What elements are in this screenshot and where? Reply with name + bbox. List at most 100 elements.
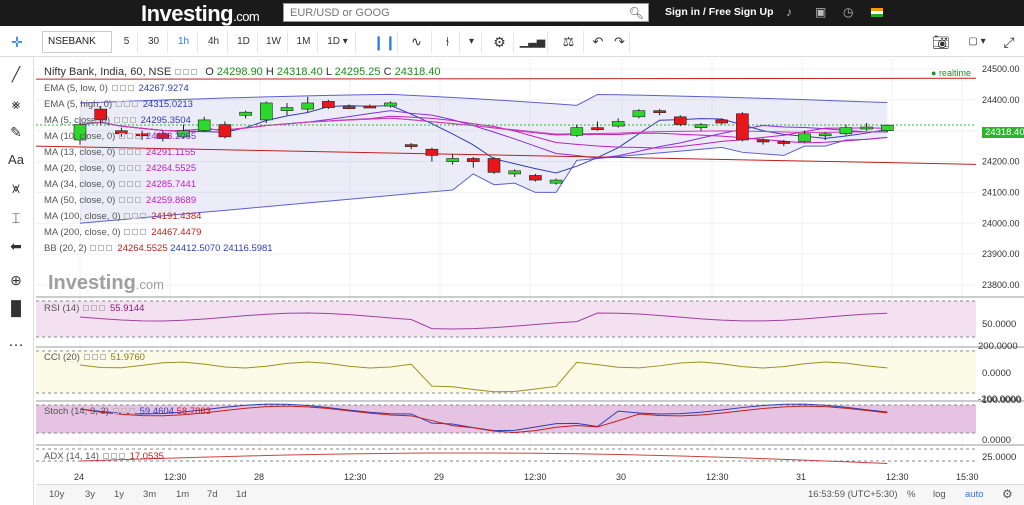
legend-row[interactable]: MA (20, close, 0) 24264.5525 xyxy=(44,163,196,174)
crosshair-icon[interactable]: ✛ xyxy=(11,34,23,50)
legend-row[interactable]: MA (50, close, 0) 24259.8689 xyxy=(44,195,196,206)
fullscreen-icon[interactable]: ⤢ xyxy=(1003,34,1015,50)
rsi-panel xyxy=(36,301,976,337)
interval-dropdown[interactable]: 1D ▾ xyxy=(320,31,356,53)
interval-30[interactable]: 30 xyxy=(140,31,168,53)
stoch-axis-top: 100.0000 xyxy=(982,395,1022,406)
stoch-panel xyxy=(36,405,976,433)
interval-1w[interactable]: 1W xyxy=(260,31,288,53)
chart-svg[interactable]: 24500.0024400.0024300.0024200.0024100.00… xyxy=(36,59,1024,485)
measure-icon[interactable]: ⌶ xyxy=(11,210,21,226)
pattern-icon[interactable]: ⩙ xyxy=(12,180,20,196)
realtime-indicator: ● realtime xyxy=(931,68,971,78)
range-1y[interactable]: 1y xyxy=(114,489,125,500)
rsi-value: 55.9144 xyxy=(110,303,145,314)
briefcase-icon[interactable]: ▣ xyxy=(815,5,827,19)
candle-body xyxy=(301,102,315,110)
legend-row[interactable]: EMA (5, high, 0) 24315.0213 xyxy=(44,99,193,110)
interval-4h[interactable]: 4h xyxy=(200,31,228,53)
redo-icon[interactable]: ↷ xyxy=(610,31,630,53)
legend-row[interactable]: MA (200, close, 0) 24467.4479 xyxy=(44,227,201,238)
o-label: O xyxy=(205,66,214,78)
price-tick: 24200.00 xyxy=(982,157,1020,167)
candle-body xyxy=(156,133,170,139)
legend-row[interactable]: MA (10, close, 0) 24273.2065 xyxy=(44,131,196,142)
ma100-line xyxy=(36,145,977,165)
auto-toggle[interactable]: auto xyxy=(965,489,984,500)
line-chart-icon[interactable]: ∿ xyxy=(402,31,432,53)
interval-5[interactable]: 5 xyxy=(116,31,138,53)
high-value: 24318.40 xyxy=(276,66,323,78)
range-10y[interactable]: 10y xyxy=(49,489,65,500)
legend-row[interactable]: MA (5, close, 0) 24295.3504 xyxy=(44,115,191,126)
candle-body xyxy=(404,144,418,147)
candle-body xyxy=(446,158,459,162)
legend-label: MA (13, close, 0) xyxy=(44,147,116,158)
compare-icon[interactable]: ⚖ xyxy=(554,31,584,53)
time-tick: 12:30 xyxy=(524,472,547,482)
top-bar: Investing.com 🔍︎ Sign in / Free Sign Up … xyxy=(0,0,1024,26)
bell-icon[interactable]: ♪ xyxy=(786,5,792,19)
adx-label: ADX (14, 14) 17.0535 xyxy=(44,451,164,462)
candle-body xyxy=(425,148,439,156)
ma200-line xyxy=(36,77,977,80)
legend-value: 24191.4384 xyxy=(151,211,202,222)
time-tick: 12:30 xyxy=(344,472,367,482)
range-1d[interactable]: 1d xyxy=(236,489,247,500)
interval-1h[interactable]: 1h xyxy=(170,31,198,53)
interval-1d[interactable]: 1D xyxy=(230,31,258,53)
bars-icon[interactable]: ⫮ xyxy=(436,31,460,53)
candle-body xyxy=(632,110,646,118)
legend-row[interactable]: MA (34, close, 0) 24285.7441 xyxy=(44,179,196,190)
interval-1m[interactable]: 1M xyxy=(290,31,318,53)
open-value: 24298.90 xyxy=(216,66,263,78)
investing-logo[interactable]: Investing.com xyxy=(141,1,260,26)
fib-icon[interactable]: ⨳ xyxy=(11,96,21,112)
legend-label: MA (100, close, 0) xyxy=(44,211,121,222)
camera-icon[interactable]: 📷︎ xyxy=(932,34,950,50)
candles-icon[interactable]: ❙❙ xyxy=(372,31,398,53)
clock-icon[interactable]: ◷ xyxy=(843,5,854,19)
chart-type-dropdown[interactable]: ▾ xyxy=(462,31,482,53)
symbol-input[interactable]: NSEBANK xyxy=(42,31,112,53)
indicators-icon[interactable]: ▁▃▅ xyxy=(518,31,548,53)
legend-row[interactable]: MA (100, close, 0) 24191.4384 xyxy=(44,211,201,222)
ma-line xyxy=(79,117,888,135)
chart-area[interactable]: 24500.0024400.0024300.0024200.0024100.00… xyxy=(36,59,1024,505)
color-dropdown[interactable]: ▢ ▾ xyxy=(968,36,986,47)
legend-row[interactable]: EMA (5, low, 0) 24267.9274 xyxy=(44,83,189,94)
time-tick: 31 xyxy=(796,472,806,482)
ruler-icon[interactable]: ▐▌ xyxy=(6,300,26,316)
legend-value: 24295.3504 xyxy=(140,115,191,126)
candle-body xyxy=(529,175,542,181)
percent-toggle[interactable]: % xyxy=(907,489,916,500)
axis-settings-icon[interactable]: ⚙ xyxy=(1002,487,1013,501)
undo-icon[interactable]: ↶ xyxy=(592,34,604,49)
candle-body xyxy=(342,106,356,109)
india-flag-icon[interactable] xyxy=(871,8,883,17)
more-icon[interactable]: … xyxy=(8,333,24,350)
price-tick: 23800.00 xyxy=(982,280,1020,290)
settings-icon[interactable]: ⚙ xyxy=(486,31,514,53)
brush-icon[interactable]: ✎ xyxy=(10,124,22,140)
range-7d[interactable]: 7d xyxy=(207,489,218,500)
trendline-icon[interactable]: ╱ xyxy=(11,66,21,82)
search-input[interactable] xyxy=(284,4,624,21)
legend-row[interactable]: BB (20, 2) 24264.5525 24412.5070 24116.5… xyxy=(44,243,273,254)
candle-body xyxy=(694,124,708,128)
back-arrow-icon[interactable]: ⬅ xyxy=(10,238,22,254)
search-box[interactable]: 🔍︎ xyxy=(283,3,649,22)
legend-row[interactable]: MA (13, close, 0) 24291.1155 xyxy=(44,147,195,158)
close-value: 24318.40 xyxy=(394,66,441,78)
legend-value: 24273.2065 xyxy=(145,131,197,142)
candle-body xyxy=(880,124,894,132)
range-3m[interactable]: 3m xyxy=(143,489,157,500)
text-tool-icon[interactable]: Aa xyxy=(8,152,24,167)
signin-link[interactable]: Sign in / Free Sign Up xyxy=(665,6,774,18)
log-toggle[interactable]: log xyxy=(933,489,946,500)
range-1m[interactable]: 1m xyxy=(176,489,190,500)
zoom-icon[interactable]: ⊕ xyxy=(10,272,22,288)
search-icon[interactable]: 🔍︎ xyxy=(628,6,644,20)
legend-value-lower: 24116.5981 xyxy=(223,243,273,254)
range-3y[interactable]: 3y xyxy=(85,489,96,500)
